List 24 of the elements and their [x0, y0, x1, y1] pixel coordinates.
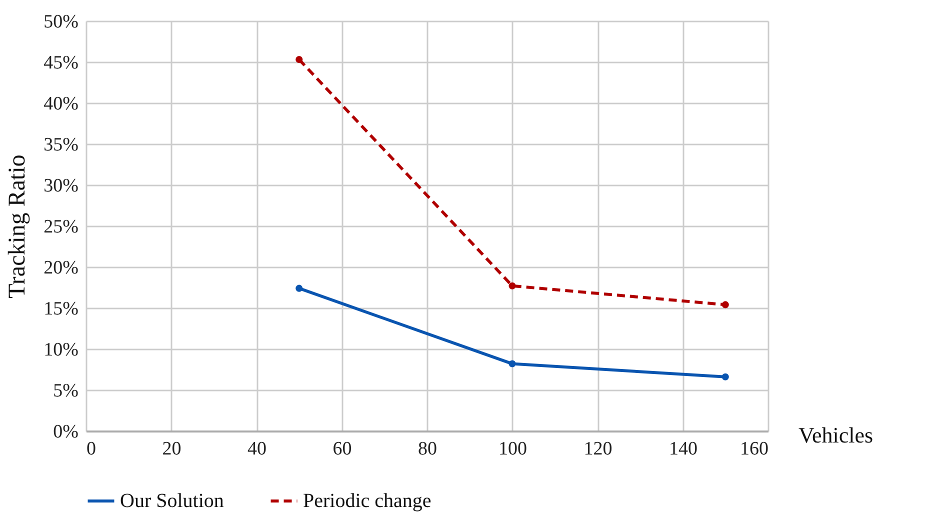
x-tick-label: 140 — [669, 438, 698, 460]
x-tick-label: 100 — [498, 438, 527, 460]
y-tick-label: 45% — [44, 52, 79, 74]
y-tick-label: 40% — [44, 94, 79, 114]
y-tick-label: 5% — [53, 380, 79, 402]
legend-label: Periodic change — [303, 490, 432, 512]
y-axis-title: Tracking Ratio — [4, 154, 31, 298]
y-tick-label: 25% — [44, 216, 79, 238]
x-tick-label: 80 — [418, 438, 437, 460]
x-tick-label: 60 — [332, 438, 352, 460]
x-tick-label: 160 — [740, 438, 768, 460]
y-tick-label: 10% — [44, 340, 79, 360]
x-tick-label: 120 — [584, 438, 612, 460]
x-tick-label: 0 — [86, 438, 96, 460]
legend-label: Our Solution — [120, 490, 224, 512]
y-tick-label: 50% — [44, 12, 79, 32]
y-tick-label: 0% — [53, 422, 79, 442]
y-tick-label: 30% — [44, 176, 79, 196]
x-axis-title: Vehicles — [798, 422, 874, 448]
y-tick-label: 20% — [44, 258, 79, 278]
y-tick-label: 15% — [44, 298, 79, 320]
y-tick-label: 35% — [44, 134, 79, 156]
x-tick-label: 20 — [162, 438, 182, 460]
x-tick-label: 40 — [248, 438, 266, 460]
